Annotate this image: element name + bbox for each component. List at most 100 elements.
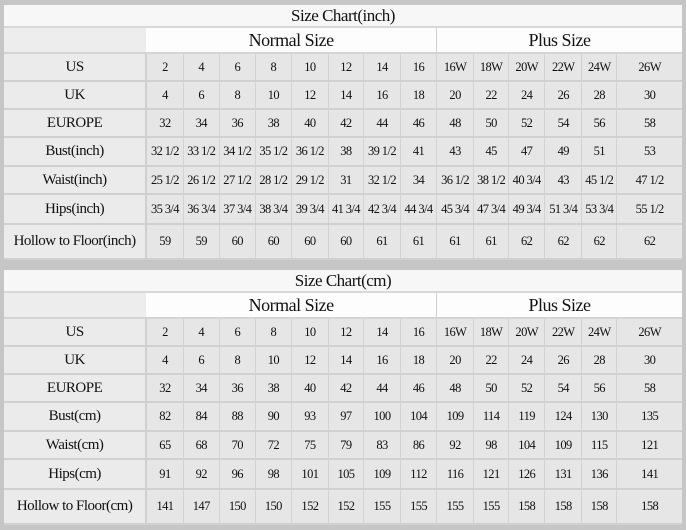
table-cell: 33 1/2	[183, 137, 220, 167]
row-label: EUROPE	[4, 374, 148, 403]
row-label: UK	[4, 81, 148, 110]
table-cell: 43	[436, 137, 475, 167]
table-cell: 24W	[581, 53, 618, 82]
table-cell: 38	[255, 374, 292, 403]
table-cell: 46	[400, 374, 438, 403]
table-cell: 16	[363, 346, 402, 375]
table-cell: 131	[544, 459, 583, 490]
row-label: US	[4, 53, 148, 82]
table-cell: 24	[508, 81, 546, 110]
table-cell: 14	[363, 53, 402, 82]
table-cell: 61	[400, 224, 438, 260]
table-cell: 47 3/4	[473, 194, 510, 225]
chart-title: Size Chart(inch)	[4, 5, 682, 28]
table-cell: 158	[544, 489, 583, 525]
table-cell: 49 3/4	[508, 194, 546, 225]
table-cell: 4	[146, 346, 184, 375]
table-cell: 84	[183, 402, 220, 432]
table-cell: 20W	[508, 318, 546, 347]
table-cell: 16	[363, 81, 402, 110]
table-cell: 65	[146, 431, 184, 460]
table-row: Hips(cm) 91 92 96 98 101 105 109 112 116 121 126 131…	[4, 459, 682, 490]
table-cell: 48	[436, 109, 475, 138]
table-cell: 10	[291, 318, 329, 347]
table-cell: 34	[183, 374, 220, 403]
table-cell: 27 1/2	[219, 166, 256, 195]
size-chart-cm: Size Chart(cm) Normal Size Plus Size US 2 4 6 8…	[4, 270, 682, 525]
table-cell: 31	[328, 166, 364, 195]
table-cell: 104	[400, 402, 438, 432]
table-cell: 92	[436, 431, 475, 460]
table-cell: 6	[219, 318, 256, 347]
table-cell: 8	[219, 346, 256, 375]
table-cell: 119	[508, 402, 546, 432]
table-cell: 58	[616, 109, 682, 138]
table-cell: 158	[581, 489, 618, 525]
table-row: Hollow to Floor(cm) 141 147 150 150 152 152 155…	[4, 489, 682, 525]
table-cell: 32 1/2	[363, 166, 402, 195]
table-cell: 18W	[473, 318, 510, 347]
table-cell: 135	[616, 402, 682, 432]
row-label: Waist(cm)	[4, 431, 148, 460]
table-cell: 18	[400, 346, 438, 375]
table-cell: 38	[255, 109, 292, 138]
table-cell: 79	[328, 431, 364, 460]
table-cell: 58	[616, 374, 682, 403]
table-cell: 28 1/2	[255, 166, 292, 195]
table-cell: 155	[436, 489, 475, 525]
table-cell: 35 3/4	[146, 194, 184, 225]
table-cell: 6	[183, 81, 220, 110]
table-cell: 29 1/2	[291, 166, 329, 195]
table-cell: 12	[328, 318, 364, 347]
table-cell: 36	[219, 109, 256, 138]
table-cell: 32 1/2	[146, 137, 184, 167]
table-cell: 18W	[473, 53, 510, 82]
table-cell: 100	[363, 402, 402, 432]
table-cell: 141	[146, 489, 184, 525]
table-row: EUROPE 32 34 36 38 40 42 44 46 48 50 52 54 56 58	[4, 109, 682, 138]
table-cell: 26W	[616, 318, 682, 347]
table-cell: 54	[544, 109, 583, 138]
table-cell: 59	[183, 224, 220, 260]
table-cell: 59	[146, 224, 184, 260]
table-cell: 22W	[544, 53, 583, 82]
table-cell: 36 1/2	[291, 137, 329, 167]
table-cell: 82	[146, 402, 184, 432]
table-cell: 47 1/2	[616, 166, 682, 195]
table-cell: 60	[219, 224, 256, 260]
table-cell: 152	[291, 489, 329, 525]
table-row: UK 4 6 8 10 12 14 16 18 20 22 24 26 28 30	[4, 346, 682, 375]
row-label: UK	[4, 346, 148, 375]
table-cell: 105	[328, 459, 364, 490]
table-cell: 112	[400, 459, 438, 490]
row-label: Waist(inch)	[4, 166, 148, 195]
table-cell: 61	[436, 224, 475, 260]
table-cell: 70	[219, 431, 256, 460]
table-cell: 49	[544, 137, 583, 167]
row-label: Bust(cm)	[4, 402, 148, 432]
table-cell: 60	[328, 224, 364, 260]
table-cell: 6	[219, 53, 256, 82]
header-blank	[4, 27, 147, 54]
table-cell: 30	[616, 81, 682, 110]
table-cell: 86	[400, 431, 438, 460]
table-cell: 101	[291, 459, 329, 490]
table-row: Bust(cm) 82 84 88 90 93 97 100 104 109 114 119 124 13…	[4, 402, 682, 432]
table-cell: 38 3/4	[255, 194, 292, 225]
table-cell: 61	[363, 224, 402, 260]
table-cell: 62	[616, 224, 682, 260]
table-cell: 8	[219, 81, 256, 110]
table-cell: 141	[616, 459, 682, 490]
table-cell: 45 3/4	[436, 194, 475, 225]
table-cell: 43	[544, 166, 583, 195]
table-cell: 28	[581, 346, 618, 375]
table-row: Hips(inch) 35 3/4 36 3/4 37 3/4 38 3/4 39 3/4…	[4, 194, 682, 225]
table-cell: 14	[363, 318, 402, 347]
table-cell: 16W	[436, 53, 475, 82]
table-cell: 54	[544, 374, 583, 403]
table-cell: 60	[255, 224, 292, 260]
title-row: Size Chart(cm)	[4, 270, 682, 293]
table-cell: 44 3/4	[400, 194, 438, 225]
table-cell: 16W	[436, 318, 475, 347]
table-cell: 155	[473, 489, 510, 525]
